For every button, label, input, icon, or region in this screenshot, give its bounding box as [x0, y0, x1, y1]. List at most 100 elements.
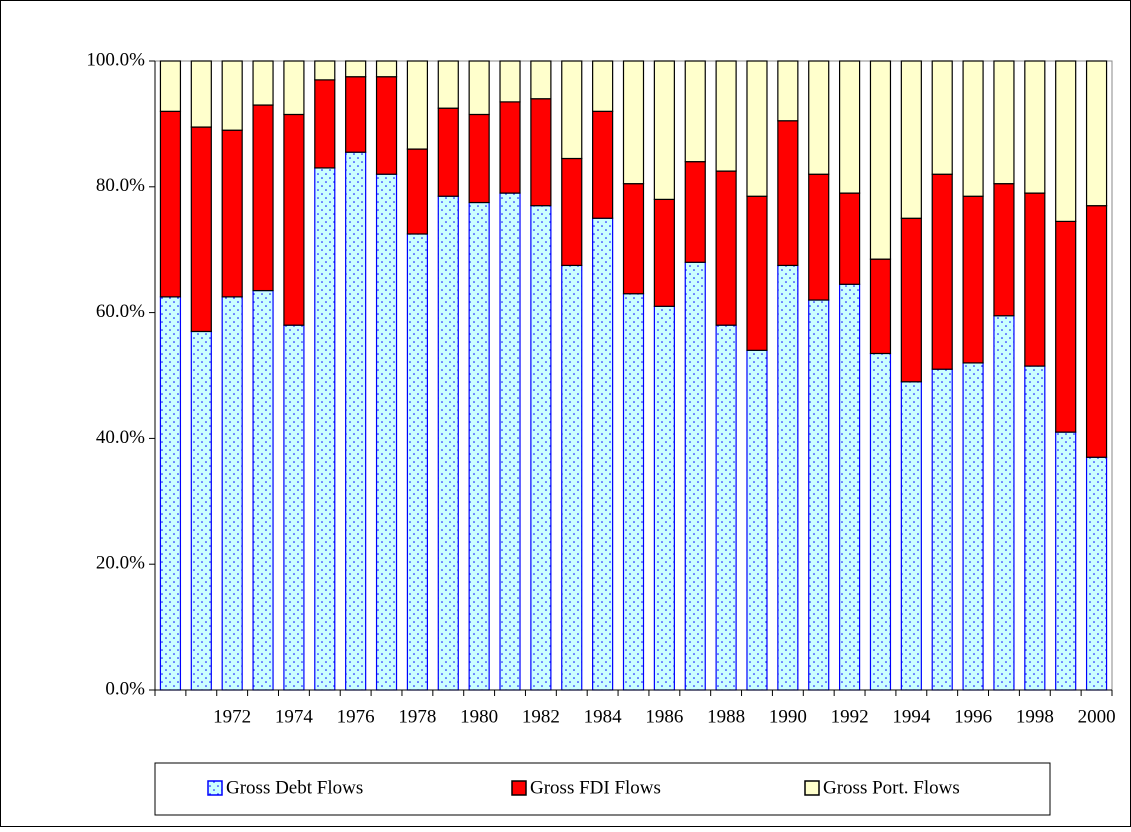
bar-segment	[622, 293, 645, 691]
bar-segment	[993, 315, 1015, 691]
x-tick-label: 1998	[1016, 706, 1054, 727]
x-tick-label: 1984	[584, 706, 623, 727]
bar-segment	[777, 120, 799, 267]
y-tick-label: 80.0%	[96, 175, 145, 196]
bar-segment	[221, 60, 243, 131]
bar-segment	[406, 148, 429, 235]
bar-segment	[561, 157, 583, 267]
bar-segment	[530, 98, 552, 207]
bar-segment	[592, 110, 614, 219]
legend-swatch	[207, 780, 223, 796]
bar-segment	[283, 60, 305, 116]
x-tick-label: 1974	[275, 706, 314, 727]
bar-segment	[345, 60, 367, 78]
bar-segment	[1085, 456, 1108, 691]
x-tick-label: 1982	[522, 706, 560, 727]
bar-segment	[1024, 192, 1046, 367]
bar-segment	[159, 60, 182, 112]
bar-segment	[159, 110, 182, 298]
bar-segment	[468, 113, 490, 204]
bar-segment	[252, 60, 274, 106]
bar-segment	[1085, 205, 1108, 458]
x-tick-label: 1988	[707, 706, 745, 727]
bar-segment	[808, 173, 830, 301]
legend-label: Gross Debt Flows	[226, 777, 363, 798]
bar-segment	[499, 60, 521, 103]
x-tick-label: 1994	[892, 706, 931, 727]
legend-box	[154, 762, 1051, 816]
bar-segment	[592, 60, 614, 112]
bar-segment	[375, 76, 398, 175]
x-tick-label: 1976	[337, 706, 375, 727]
bar-segment	[900, 60, 922, 219]
bar-segment	[592, 217, 614, 691]
bar-segment	[746, 60, 768, 197]
bar-segment	[808, 299, 830, 691]
bar-segment	[499, 192, 521, 691]
bar-segment	[314, 167, 336, 691]
bar-segment	[869, 60, 892, 260]
bar-segment	[653, 60, 675, 200]
bar-segment	[1055, 60, 1077, 222]
bar-segment	[1024, 365, 1046, 691]
bar-segment	[345, 76, 367, 153]
bar-segment	[993, 60, 1015, 185]
bar-segment	[900, 381, 922, 691]
bar-segment	[1024, 60, 1046, 194]
bar-segment	[561, 264, 583, 691]
legend-swatch	[511, 780, 527, 796]
x-tick-label: 1972	[213, 706, 251, 727]
bar-segment	[437, 195, 459, 691]
bar-segment	[252, 289, 274, 691]
y-tick-label: 60.0%	[96, 301, 145, 322]
bar-segment	[190, 330, 212, 691]
bar-segment	[468, 201, 490, 691]
y-tick-label: 20.0%	[96, 553, 145, 574]
x-tick-label: 2000	[1078, 706, 1116, 727]
bar-segment	[530, 205, 552, 691]
bar-segment	[962, 195, 984, 364]
bar-segment	[962, 362, 984, 691]
bar-segment	[900, 217, 922, 383]
bar-segment	[375, 60, 398, 78]
y-tick-label: 40.0%	[96, 427, 145, 448]
bar-segment	[808, 60, 830, 175]
bar-segment	[715, 60, 737, 172]
bar-segment	[437, 107, 459, 197]
x-tick-label: 1990	[769, 706, 807, 727]
bar-segment	[190, 126, 212, 333]
x-tick-label: 1992	[831, 706, 869, 727]
bar-segment	[684, 261, 706, 691]
bar-segment	[1085, 60, 1108, 207]
bar-segment	[252, 104, 274, 292]
x-tick-label: 1980	[460, 706, 498, 727]
legend-label: Gross Port. Flows	[823, 777, 960, 798]
bar-segment	[314, 60, 336, 81]
bar-segment	[684, 60, 706, 163]
bar-segment	[622, 60, 645, 185]
bar-segment	[221, 129, 243, 298]
bar-segment	[838, 60, 861, 194]
bar-segment	[1055, 431, 1077, 691]
x-tick-label: 1978	[398, 706, 436, 727]
bar-segment	[622, 183, 645, 295]
x-tick-label: 1996	[954, 706, 992, 727]
y-tick-label: 0.0%	[105, 678, 145, 699]
bar-segment	[931, 368, 953, 691]
bar-segment	[931, 173, 953, 370]
bar-segment	[499, 101, 521, 194]
bar-segment	[869, 258, 892, 355]
bar-segment	[561, 60, 583, 160]
bar-segment	[869, 352, 892, 691]
bar-segment	[283, 113, 305, 326]
bar-segment	[746, 195, 768, 351]
bar-segment	[283, 324, 305, 691]
y-tick-label: 100.0%	[86, 49, 145, 70]
bar-segment	[1055, 220, 1077, 433]
bar-segment	[838, 283, 861, 691]
bar-segment	[653, 198, 675, 307]
bar-segment	[437, 60, 459, 109]
bar-segment	[190, 60, 212, 128]
bar-segment	[314, 79, 336, 169]
